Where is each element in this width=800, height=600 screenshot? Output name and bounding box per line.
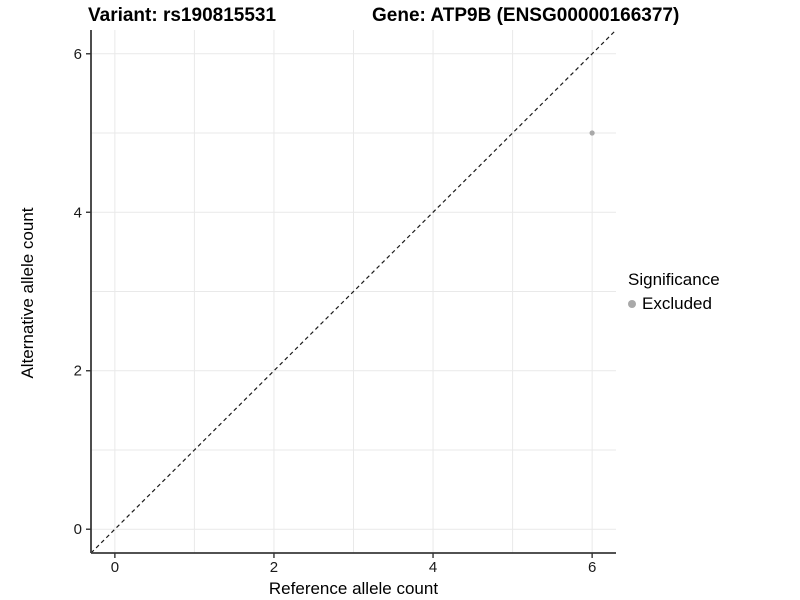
- legend-title: Significance: [628, 270, 720, 289]
- x-tick-label: 4: [429, 559, 437, 576]
- plot-title-gene: Gene: ATP9B (ENSG00000166377): [372, 5, 680, 26]
- y-tick-label: 0: [74, 521, 82, 538]
- x-tick-label: 6: [588, 559, 596, 576]
- legend-marker-circle-icon: [628, 300, 636, 308]
- y-tick-label: 2: [74, 363, 82, 380]
- y-tick-label: 6: [74, 46, 82, 63]
- y-tick-label: 4: [74, 204, 82, 221]
- y-axis-title: Alternative allele count: [18, 207, 37, 379]
- legend-item-excluded: Excluded: [628, 294, 720, 314]
- x-tick-label: 2: [270, 559, 278, 576]
- data-point: [589, 130, 595, 136]
- legend-item-label: Excluded: [642, 294, 712, 313]
- plot-title-variant: Variant: rs190815531: [88, 5, 277, 26]
- x-tick-label: 0: [111, 559, 119, 576]
- legend: Significance Excluded: [628, 270, 720, 314]
- identity-reference-line: [90, 29, 617, 554]
- x-axis-title: Reference allele count: [268, 579, 439, 598]
